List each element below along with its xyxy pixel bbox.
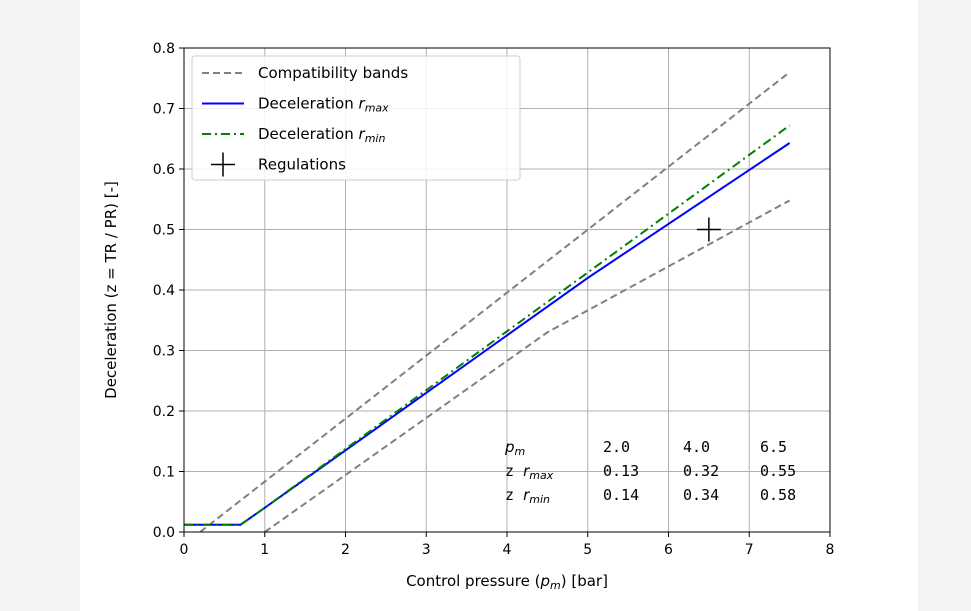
legend-box: [191, 55, 521, 181]
legend-label: Compatibility bands: [258, 64, 408, 82]
pressure-table: pm 2.0 4.0 6.5 z rmax 0.13 0.32 0.55 z rmin 0.14 0…: [504, 438, 796, 506]
legend: Compatibility bands Deceleration rmax Dece…: [191, 55, 521, 181]
table-cell: 0.13: [603, 462, 639, 480]
x-tick-label: 1: [260, 542, 269, 558]
y-tick-label: 0.5: [153, 223, 175, 239]
table-row-label: z rmin: [505, 486, 550, 506]
deceleration-r-min-line: [184, 124, 791, 526]
table-cell: 0.14: [603, 486, 639, 504]
table-cell: 0.32: [683, 462, 719, 480]
y-tick-label: 0.0: [153, 525, 175, 541]
y-tick-label: 0.8: [153, 41, 175, 57]
legend-label: Deceleration rmax: [258, 95, 389, 115]
table-cell: 0.58: [760, 486, 796, 504]
legend-entry: Compatibility bands: [202, 64, 408, 82]
regulations-marker: [696, 217, 721, 242]
y-tick-label: 0.2: [153, 404, 175, 420]
table-header-value: 4.0: [683, 438, 710, 456]
y-tick-label: 0.3: [153, 344, 175, 360]
x-tick-label: 8: [826, 542, 835, 558]
table-row-label: z rmax: [505, 462, 554, 482]
legend-entry: Regulations: [211, 152, 346, 177]
y-tick-label: 0.1: [153, 465, 175, 481]
legend-label: Regulations: [258, 156, 346, 174]
table-header-value: 6.5: [760, 438, 787, 456]
deceleration-r-max-line: [184, 142, 791, 526]
compatibility-bands-line: [264, 199, 791, 533]
x-tick-label: 2: [341, 542, 350, 558]
y-axis-label: Deceleration (z = TR / PR) [-]: [102, 181, 120, 399]
legend-label: Deceleration rmin: [258, 125, 385, 145]
table-cell: 0.55: [760, 462, 796, 480]
y-tick-label: 0.6: [153, 162, 175, 178]
legend-entry: Deceleration rmax: [202, 95, 389, 115]
table-header-value: 2.0: [603, 438, 630, 456]
y-tick-label: 0.7: [153, 102, 175, 118]
legend-entry: Deceleration rmin: [202, 125, 385, 145]
table-header-label: pm: [504, 438, 525, 458]
y-tick-label: 0.4: [153, 283, 175, 299]
x-tick-label: 4: [503, 542, 512, 558]
axis-ticks: 0 1 2 3 4 5 6 7 8 0.0 0.1 0.2 0.3 0.4 0.5 0.6 0.7 0.8: [153, 41, 835, 558]
x-axis-label: Control pressure (pm) [bar]: [406, 572, 608, 592]
chart-canvas: 0 1 2 3 4 5 6 7 8 0.0 0.1 0.2 0.3 0.4 0.5 0.6 0.7 0.8 Con…: [80, 0, 918, 611]
compatibility-bands-line: [199, 71, 791, 533]
deceleration-chart: 0 1 2 3 4 5 6 7 8 0.0 0.1 0.2 0.3 0.4 0.5 0.6 0.7 0.8 Con…: [102, 41, 835, 592]
table-cell: 0.34: [683, 486, 719, 504]
x-tick-label: 5: [583, 542, 592, 558]
x-tick-label: 3: [422, 542, 431, 558]
x-tick-label: 7: [745, 542, 754, 558]
series-layer: [184, 71, 791, 533]
x-tick-label: 6: [664, 542, 673, 558]
x-tick-label: 0: [180, 542, 189, 558]
